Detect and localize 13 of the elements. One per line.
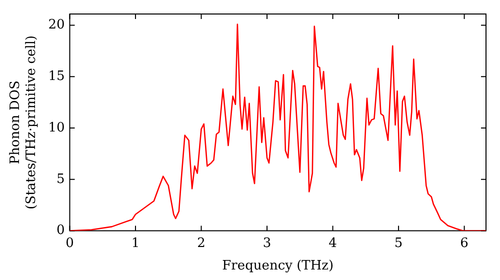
- y-axis-title: Phonon DOS (States/THz·primitive cell): [8, 35, 39, 210]
- y-tick-label: 10: [48, 120, 65, 136]
- x-axis-title: Frequency (THz): [222, 258, 334, 274]
- x-tick-label: 5: [394, 236, 403, 251]
- x-tick-label: 2: [197, 236, 206, 251]
- x-tick-label: 6: [460, 236, 468, 251]
- x-tick-label: 1: [131, 236, 140, 251]
- y-tick-label: 5: [56, 172, 65, 187]
- x-tick-label: 4: [328, 236, 337, 251]
- y-tick-label: 20: [48, 18, 65, 33]
- y-tick-label: 0: [56, 223, 65, 238]
- x-tick-label: 3: [262, 236, 272, 251]
- y-tick-label: 15: [48, 69, 65, 84]
